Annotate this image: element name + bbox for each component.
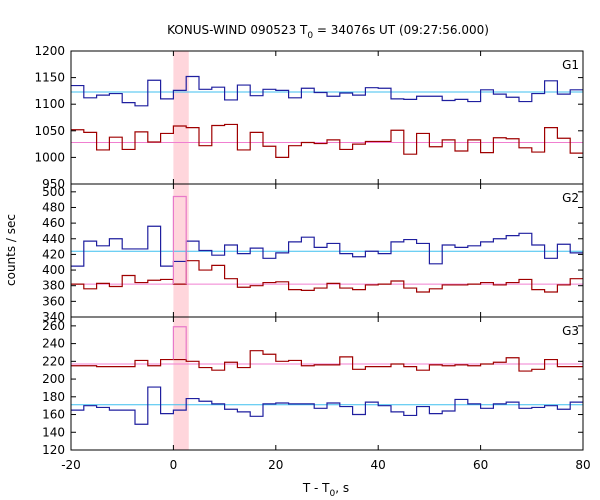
panel-label-g2: G2 bbox=[562, 191, 579, 205]
series-peak-g2 bbox=[172, 195, 187, 285]
y-tick-label: 400 bbox=[42, 263, 65, 277]
chart-title: KONUS-WIND 090523 T0 = 34076s UT (09:27:… bbox=[167, 23, 489, 41]
series-peak-g3 bbox=[172, 326, 187, 360]
panel-frame-g3 bbox=[70, 316, 584, 451]
x-tick-label: 20 bbox=[268, 458, 283, 472]
y-tick-label: 420 bbox=[42, 247, 65, 261]
x-tick-label: -20 bbox=[61, 458, 81, 472]
y-tick-label: 180 bbox=[42, 390, 65, 404]
panel-label-g1: G1 bbox=[562, 58, 579, 72]
x-tick-label: 60 bbox=[473, 458, 488, 472]
x-tick-label: 80 bbox=[575, 458, 590, 472]
y-tick-label: 1150 bbox=[34, 71, 65, 85]
y-tick-label: 480 bbox=[42, 200, 65, 214]
y-tick-label: 1100 bbox=[34, 97, 65, 111]
y-tick-label: 950 bbox=[42, 177, 65, 191]
y-tick-label: 440 bbox=[42, 232, 65, 246]
y-tick-label: 1000 bbox=[34, 150, 65, 164]
x-axis-label: T - T0, s bbox=[302, 481, 349, 499]
series-blue-g3 bbox=[71, 386, 583, 425]
series-blue-g2 bbox=[71, 225, 583, 267]
plot-area: 95010001050110011501200G1340360380400420… bbox=[34, 44, 590, 472]
y-tick-label: 1050 bbox=[34, 124, 65, 138]
y-tick-label: 140 bbox=[42, 425, 65, 439]
series-red-g3 bbox=[71, 350, 583, 372]
panel-frame-g2 bbox=[70, 183, 584, 318]
y-tick-label: 160 bbox=[42, 408, 65, 422]
panel-label-g3: G3 bbox=[562, 324, 579, 338]
x-tick-label: 40 bbox=[371, 458, 386, 472]
y-tick-label: 220 bbox=[42, 354, 65, 368]
y-tick-label: 360 bbox=[42, 294, 65, 308]
y-tick-label: 500 bbox=[42, 185, 65, 199]
series-red-g2 bbox=[71, 260, 583, 293]
x-tick-label: 0 bbox=[170, 458, 178, 472]
highlight-band bbox=[173, 51, 189, 450]
y-tick-label: 460 bbox=[42, 216, 65, 230]
series-blue-g1 bbox=[71, 75, 583, 107]
y-tick-label: 200 bbox=[42, 372, 65, 386]
series-red-g1 bbox=[71, 123, 583, 158]
y-tick-label: 1200 bbox=[34, 44, 65, 58]
y-tick-label: 120 bbox=[42, 443, 65, 457]
y-tick-label: 260 bbox=[42, 319, 65, 333]
y-axis-label: counts / sec bbox=[4, 214, 18, 286]
y-tick-label: 240 bbox=[42, 337, 65, 351]
y-tick-label: 340 bbox=[42, 310, 65, 324]
panel-frame-g1 bbox=[70, 50, 584, 185]
y-tick-label: 380 bbox=[42, 279, 65, 293]
